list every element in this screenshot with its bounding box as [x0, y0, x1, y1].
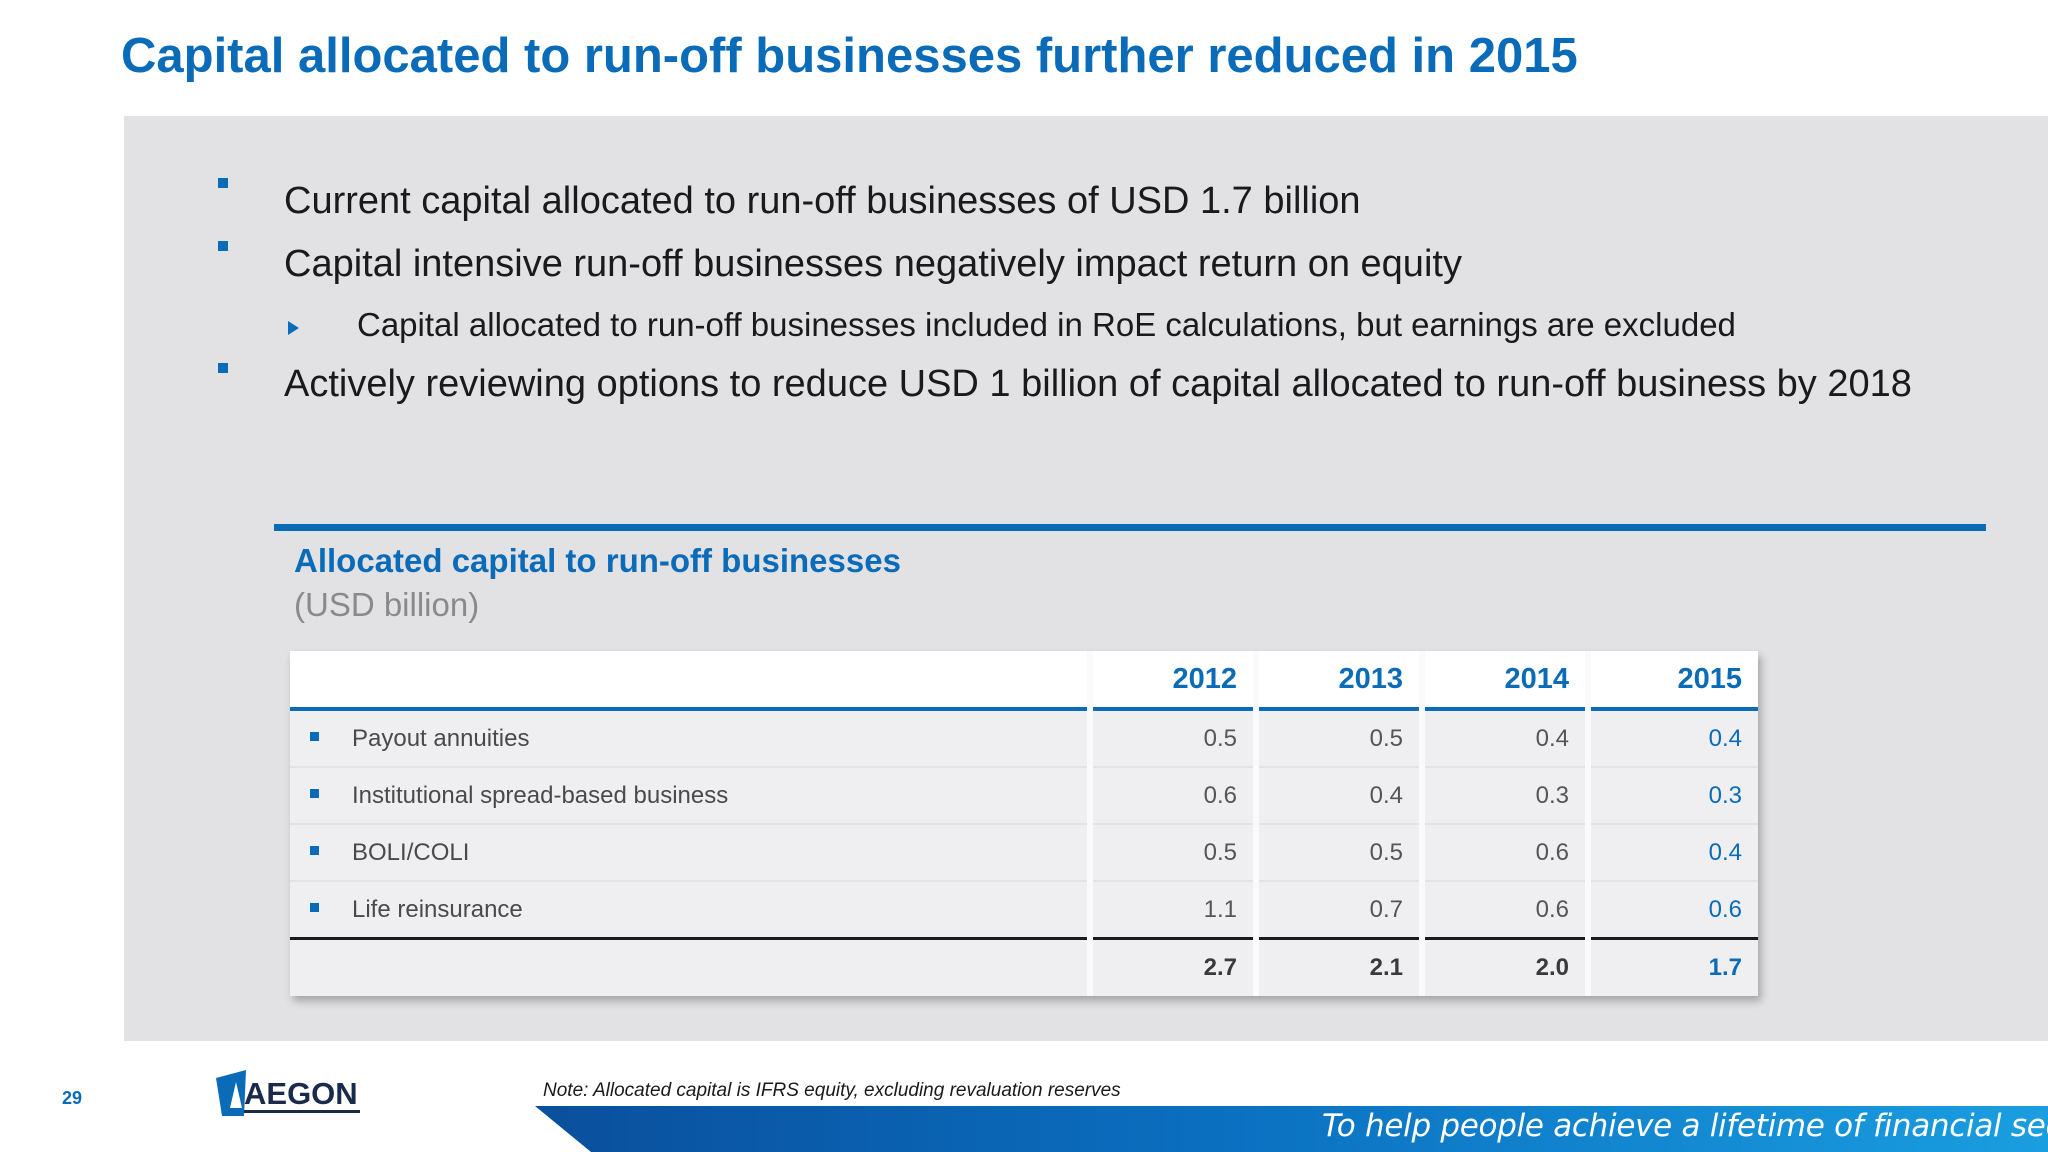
total-cell: 2.7	[1093, 940, 1253, 996]
bullet-marker	[218, 363, 228, 373]
page-number: 29	[62, 1088, 83, 1108]
footnote: Note: Allocated capital is IFRS equity, …	[543, 1080, 1121, 1101]
row-label-text: Payout annuities	[352, 725, 530, 752]
column-divider	[1253, 651, 1259, 996]
column-divider	[1087, 651, 1093, 996]
table-row-label: Life reinsurance	[290, 882, 1087, 937]
bullet-list: Current capital allocated to run-off bus…	[0, 0, 2048, 430]
table-row-label: Institutional spread-based business	[290, 768, 1087, 823]
footer-shapes	[124, 1041, 590, 1152]
total-cell: 2.1	[1259, 940, 1419, 996]
year-header-2012: 2012	[1093, 651, 1253, 707]
table-top-rule	[274, 524, 1986, 531]
svg-text:AEGON: AEGON	[244, 1076, 358, 1111]
row-bullet-marker	[310, 846, 319, 855]
table-cell: 0.5	[1259, 825, 1419, 880]
table-unit: (USD billion)	[294, 586, 480, 623]
footer-white-tab	[124, 1041, 590, 1152]
row-separator	[290, 880, 1758, 882]
table-row-label: BOLI/COLI	[290, 825, 1087, 880]
total-row-label	[290, 940, 1087, 996]
slide-title: Capital allocated to run-off businesses …	[121, 29, 1578, 83]
row-bullet-marker	[310, 903, 319, 912]
table-cell: 0.4	[1591, 711, 1758, 766]
footer-band	[535, 1106, 2048, 1152]
table-cell: 0.3	[1591, 768, 1758, 823]
year-header-2015: 2015	[1591, 651, 1758, 707]
table-cell: 0.4	[1591, 825, 1758, 880]
sub-bullet-arrow-icon	[288, 321, 299, 335]
table-row-label: Payout annuities	[290, 711, 1087, 766]
total-cell: 1.7	[1591, 940, 1758, 996]
table-cell: 0.6	[1591, 882, 1758, 937]
table-cell: 0.6	[1425, 825, 1585, 880]
table-cell: 0.6	[1093, 768, 1253, 823]
row-bullet-marker	[310, 732, 319, 741]
bullet-item: Capital intensive run-off businesses neg…	[284, 243, 1462, 285]
capital-table: 2012 2013 2014 2015 Payout annuities 0.5…	[290, 651, 1758, 996]
column-divider	[1419, 651, 1425, 996]
table-heading: Allocated capital to run-off businesses	[294, 542, 901, 579]
table-cell: 0.7	[1259, 882, 1419, 937]
column-divider	[1585, 651, 1591, 996]
bullet-marker	[218, 178, 228, 188]
table-header-blank	[290, 651, 1087, 707]
tagline: To help people achieve a lifetime of fin…	[1322, 1108, 2048, 1144]
row-bullet-marker	[310, 789, 319, 798]
bullet-marker	[218, 241, 228, 251]
table-cell: 0.4	[1259, 768, 1419, 823]
total-separator	[290, 937, 1758, 940]
table-cell: 0.3	[1425, 768, 1585, 823]
aegon-logo: AEGON	[216, 1070, 360, 1116]
table-cell: 0.5	[1093, 825, 1253, 880]
row-separator	[290, 766, 1758, 768]
bullet-item: Current capital allocated to run-off bus…	[284, 180, 1361, 222]
total-cell: 2.0	[1425, 940, 1585, 996]
header-underline	[290, 707, 1758, 711]
row-label-text: BOLI/COLI	[352, 839, 470, 866]
row-label-text: Life reinsurance	[352, 896, 523, 923]
year-header-2014: 2014	[1425, 651, 1585, 707]
table-cell: 0.5	[1093, 711, 1253, 766]
table-cell: 1.1	[1093, 882, 1253, 937]
table-cell: 0.5	[1259, 711, 1419, 766]
sub-bullet-item: Capital allocated to run-off businesses …	[357, 306, 1736, 343]
row-label-text: Institutional spread-based business	[352, 782, 729, 809]
bullet-item: Actively reviewing options to reduce USD…	[284, 363, 1912, 405]
year-header-2013: 2013	[1259, 651, 1419, 707]
table-cell: 0.6	[1425, 882, 1585, 937]
row-separator	[290, 823, 1758, 825]
table-cell: 0.4	[1425, 711, 1585, 766]
footer-band-slant	[535, 1106, 591, 1152]
